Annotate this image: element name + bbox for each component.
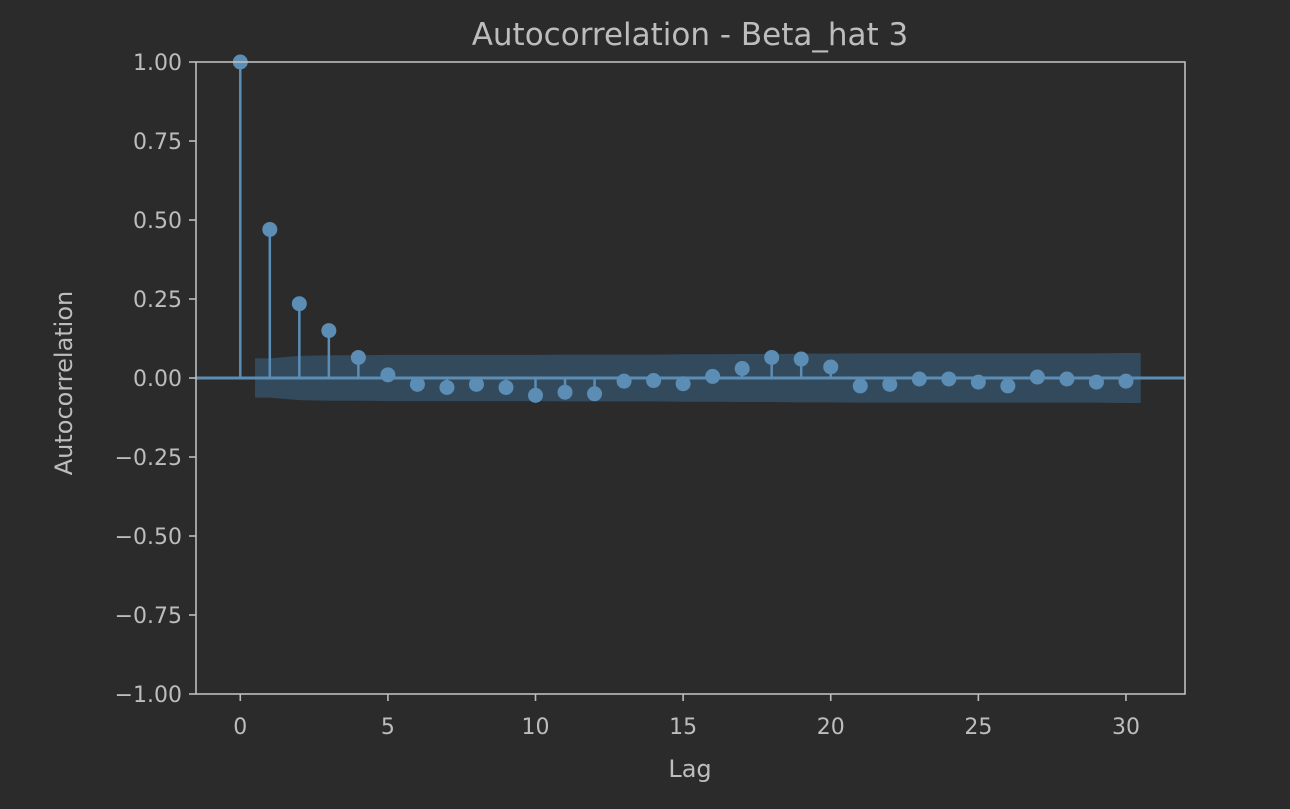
y-tick-label: −0.75: [115, 604, 182, 629]
y-axis-label: Autocorrelation: [50, 291, 78, 476]
acf-point: [941, 371, 957, 387]
acf-point: [734, 361, 750, 377]
acf-point: [262, 221, 278, 237]
x-tick-label: 10: [522, 715, 550, 740]
x-tick-label: 30: [1112, 715, 1140, 740]
acf-point: [1000, 378, 1016, 394]
x-tick-label: 5: [381, 715, 395, 740]
y-tick-label: 0.75: [133, 130, 182, 155]
acf-point: [498, 379, 514, 395]
y-tick-label: −1.00: [115, 683, 182, 708]
acf-point: [616, 373, 632, 389]
acf-point: [1088, 374, 1104, 390]
y-ticks: 1.00 0.75 0.50 0.25 0.00 −0.25 −0.50 −0.75 −1.00: [115, 51, 196, 708]
y-tick-label: 0.50: [133, 209, 182, 234]
x-tick-label: 15: [669, 715, 697, 740]
acf-point: [882, 376, 898, 392]
x-tick-label: 0: [233, 715, 247, 740]
acf-point: [764, 349, 780, 365]
chart-title: Autocorrelation - Beta_hat 3: [472, 17, 909, 53]
acf-point: [350, 349, 366, 365]
y-tick-label: 0.00: [133, 367, 182, 392]
acf-point: [380, 367, 396, 383]
y-tick-label: 1.00: [133, 51, 182, 76]
acf-point: [1118, 373, 1134, 389]
acf-point: [823, 359, 839, 375]
acf-point: [911, 371, 927, 387]
acf-point: [528, 387, 544, 403]
acf-point: [705, 368, 721, 384]
acf-point: [557, 384, 573, 400]
acf-point: [587, 386, 603, 402]
marker-layer: [232, 54, 1134, 403]
x-tick-label: 25: [964, 715, 992, 740]
y-tick-label: −0.50: [115, 525, 182, 550]
acf-point: [409, 376, 425, 392]
y-tick-label: −0.25: [115, 446, 182, 471]
acf-point: [675, 376, 691, 392]
x-ticks: 0 5 10 15 20 25 30: [233, 694, 1140, 740]
acf-point: [852, 378, 868, 394]
acf-point: [793, 351, 809, 367]
acf-point: [646, 373, 662, 389]
acf-point: [439, 379, 455, 395]
acf-point: [291, 296, 307, 312]
acf-point: [321, 323, 337, 339]
y-tick-label: 0.25: [133, 288, 182, 313]
acf-point: [1029, 369, 1045, 385]
acf-point: [970, 374, 986, 390]
acf-point: [1059, 371, 1075, 387]
acf-point: [468, 376, 484, 392]
x-tick-label: 20: [817, 715, 845, 740]
x-axis-label: Lag: [668, 755, 711, 783]
